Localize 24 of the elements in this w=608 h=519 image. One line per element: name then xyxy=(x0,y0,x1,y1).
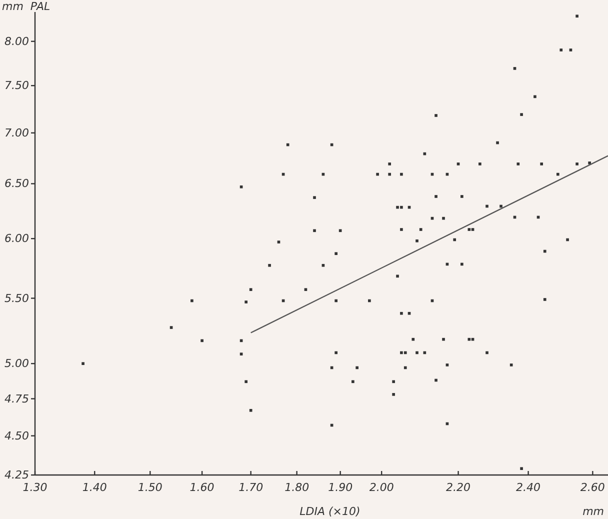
x-tick-label: 2.00 xyxy=(369,480,394,494)
x-axis-title: LDIA (×10) xyxy=(300,505,360,518)
x-tick-label: 1.50 xyxy=(138,480,162,494)
y-tick-label: 6.00 xyxy=(4,232,29,246)
x-tick-label: 2.40 xyxy=(516,480,541,494)
y-axis-title: mm PAL xyxy=(2,0,50,13)
x-tick-label: 1.70 xyxy=(238,480,264,494)
y-tick-label: 5.50 xyxy=(4,292,29,305)
x-tick-label: 2.60 xyxy=(580,480,605,494)
y-tick-label: 8.00 xyxy=(4,34,29,48)
x-tick-label: 1.80 xyxy=(284,480,310,494)
y-tick-label: 4.50 xyxy=(4,429,29,442)
x-tick-label: 1.90 xyxy=(328,480,353,494)
y-tick-label: 6.50 xyxy=(4,177,29,190)
y-tick-label: 7.00 xyxy=(4,126,29,140)
text: mm xyxy=(582,505,604,518)
x-tick-label: 2.20 xyxy=(446,480,471,494)
x-tick-label: 1.30 xyxy=(22,480,48,494)
x-tick-label: 1.40 xyxy=(82,480,107,494)
y-tick-label: 4.75 xyxy=(4,392,29,406)
y-tick-label: 4.25 xyxy=(4,468,29,482)
y-tick-label: 7.50 xyxy=(4,79,29,92)
y-tick-label: 5.00 xyxy=(4,357,29,370)
x-tick-label: 1.60 xyxy=(190,480,214,494)
